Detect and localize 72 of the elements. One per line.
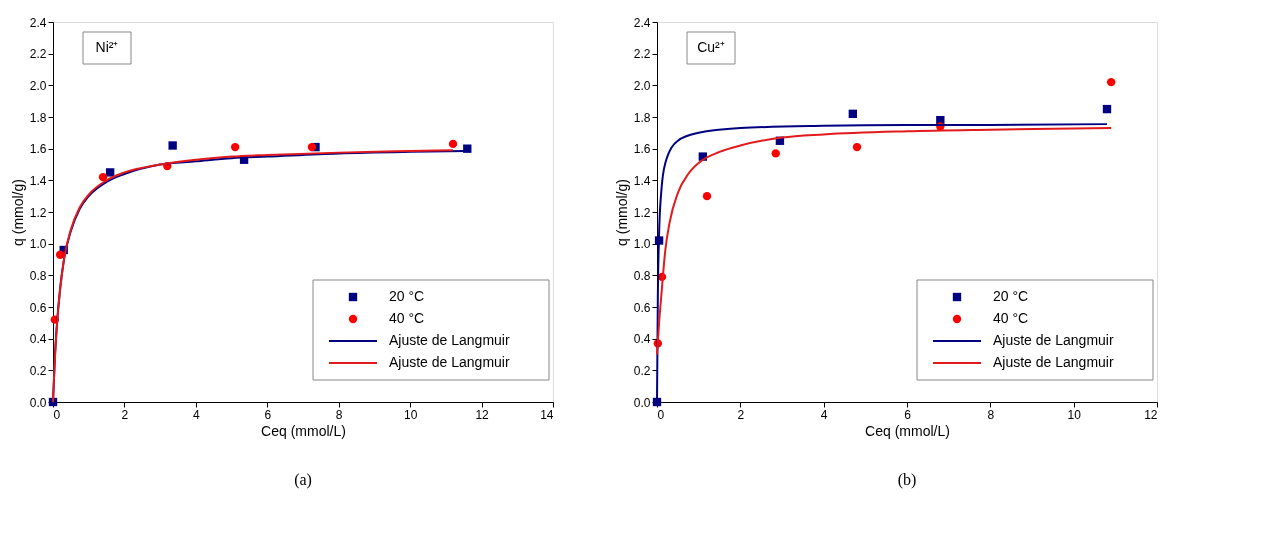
point: [105, 168, 115, 177]
point: [1102, 104, 1112, 114]
y-tick-label: 1.8: [633, 110, 651, 125]
point: [98, 172, 108, 182]
y-tick-label: 0.8: [29, 268, 47, 283]
y-tick-label: 1.4: [29, 173, 47, 188]
legend-label: 20 °C: [993, 288, 1029, 304]
point: [230, 142, 240, 152]
legend-label: Ajuste de Langmuir: [389, 332, 510, 348]
y-tick-label: 2.4: [633, 15, 651, 30]
y-tick-label: 1.6: [633, 142, 651, 157]
x-tick-label: 0: [53, 407, 61, 422]
x-tick-label: 4: [820, 407, 828, 422]
x-tick-label: 8: [335, 407, 343, 422]
y-axis-title: q (mmol/g): [9, 179, 26, 246]
legend-label: 20 °C: [389, 288, 425, 304]
y-tick-label: 0.8: [633, 268, 651, 283]
x-tick-label: 2: [737, 407, 745, 422]
y-tick-label: 0.6: [29, 300, 47, 315]
y-tick-label: 2.0: [29, 78, 47, 93]
y-axis-title: q (mmol/g): [613, 179, 630, 246]
y-tick-label: 2.0: [633, 78, 651, 93]
point: [55, 250, 65, 259]
x-tick-label: 12: [475, 407, 490, 422]
y-tick-label: 0.2: [29, 363, 47, 378]
point: [448, 139, 458, 149]
x-axis-title: Ceq (mmol/L): [865, 422, 950, 439]
y-tick-label: 0.2: [633, 363, 651, 378]
y-tick-label: 2.4: [29, 15, 47, 30]
text: (b): [897, 471, 917, 489]
point: [307, 142, 317, 152]
x-tick-label: 6: [904, 407, 912, 422]
y-tick-label: 1.0: [29, 237, 47, 252]
line-series: [656, 127, 1113, 356]
x-tick-label: 8: [987, 407, 995, 422]
point: [168, 141, 177, 150]
y-tick-label: 1.0: [633, 237, 651, 252]
y-tick-label: 2.2: [29, 47, 47, 62]
x-tick-label: 0: [657, 407, 665, 422]
y-tick-label: 0.4: [633, 332, 651, 347]
x-axis-title: Ceq (mmol/L): [261, 422, 346, 439]
legend-label: Ajuste de Langmuir: [993, 354, 1114, 370]
point: [702, 191, 712, 201]
legend-label: Ajuste de Langmuir: [993, 332, 1114, 348]
point: [463, 144, 472, 153]
x-tick-label: 10: [1067, 407, 1082, 422]
point: [1106, 77, 1116, 87]
legend-label: Ajuste de Langmuir: [389, 354, 510, 370]
y-tick-label: 1.8: [29, 110, 47, 125]
y-tick-label: 0.0: [633, 395, 651, 410]
y-tick-label: 1.6: [29, 142, 47, 157]
point: [848, 109, 858, 119]
y-tick-label: 0.0: [29, 395, 47, 410]
point: [852, 142, 862, 152]
y-tick-label: 1.4: [633, 173, 651, 188]
y-tick-label: 0.6: [633, 300, 651, 315]
x-tick-label: 12: [1144, 407, 1158, 422]
x-tick-label: 2: [121, 407, 129, 422]
legend-label: 40 °C: [389, 310, 425, 326]
y-tick-label: 0.4: [29, 332, 47, 347]
y-tick-label: 1.2: [29, 205, 47, 220]
x-tick-label: 10: [403, 407, 418, 422]
point: [771, 149, 780, 158]
x-tick-label: 4: [193, 407, 201, 422]
y-tick-label: 2.2: [633, 47, 651, 62]
annotation: Cu²⁺: [697, 39, 725, 55]
y-tick-label: 1.2: [633, 205, 651, 220]
x-tick-label: 6: [264, 407, 272, 422]
x-tick-label: 14: [540, 407, 554, 422]
annotation: Ni²⁺: [95, 39, 119, 55]
text: (a): [294, 471, 312, 489]
legend-label: 40 °C: [993, 310, 1029, 326]
